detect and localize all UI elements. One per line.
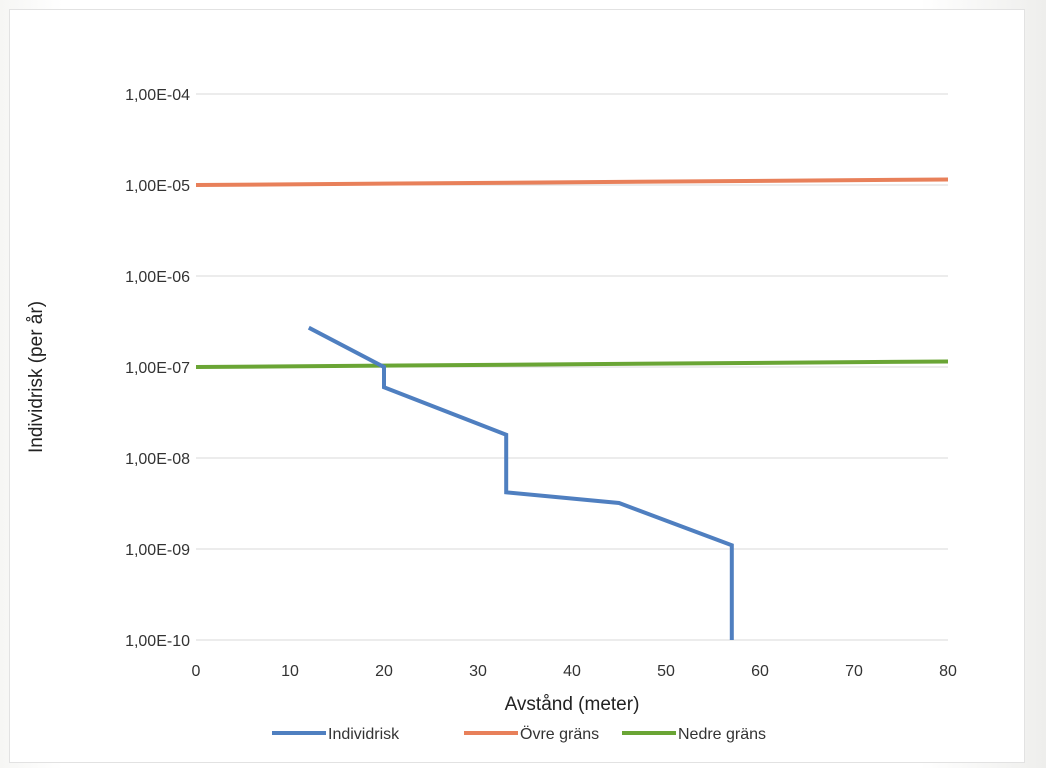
x-tick-label: 50 — [657, 663, 675, 680]
x-axis-title: Avstånd (meter) — [505, 694, 640, 715]
y-tick-label: 1,00E-08 — [125, 451, 190, 468]
legend-label: Individrisk — [328, 726, 400, 743]
y-tick-label: 1,00E-04 — [125, 87, 190, 104]
y-tick-label: 1,00E-09 — [125, 542, 190, 559]
risk-chart: 1,00E-10 1,00E-09 1,00E-08 1,00E-07 1,00E-06… — [26, 87, 957, 743]
x-tick-labels: 0 10 20 30 40 50 60 70 80 — [192, 663, 957, 680]
y-tick-labels: 1,00E-10 1,00E-09 1,00E-08 1,00E-07 1,00E-06… — [125, 87, 190, 650]
series-line-individrisk — [307, 325, 734, 640]
x-tick-label: 0 — [192, 663, 201, 680]
y-axis-title: Individrisk (per år) — [26, 301, 47, 453]
y-tick-label: 1,00E-05 — [125, 178, 190, 195]
series-layer — [195, 177, 949, 640]
x-tick-label: 80 — [939, 663, 957, 680]
x-tick-label: 10 — [281, 663, 299, 680]
legend: Individrisk Övre gräns Nedre gräns — [272, 725, 766, 743]
x-tick-label: 70 — [845, 663, 863, 680]
series-line-övre-gräns — [195, 177, 949, 187]
y-tick-label: 1,00E-06 — [125, 269, 190, 286]
legend-label: Övre gräns — [520, 725, 599, 743]
y-tick-label: 1,00E-10 — [125, 633, 190, 650]
series-line-nedre-gräns — [195, 359, 949, 369]
x-tick-label: 40 — [563, 663, 581, 680]
x-tick-label: 30 — [469, 663, 487, 680]
chart-frame: 1,00E-10 1,00E-09 1,00E-08 1,00E-07 1,00E-06… — [10, 10, 1024, 762]
x-tick-label: 60 — [751, 663, 769, 680]
x-tick-label: 20 — [375, 663, 393, 680]
legend-label: Nedre gräns — [678, 726, 766, 743]
y-tick-label: 1,00E-07 — [125, 360, 190, 377]
